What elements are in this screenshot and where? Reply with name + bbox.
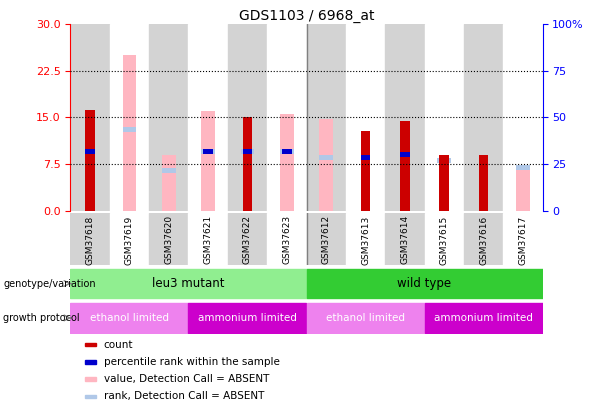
Bar (189, 213, 228, 265)
Bar (85, 395, 96, 398)
Text: GSM37619: GSM37619 (125, 215, 134, 264)
Bar (85, 343, 96, 347)
Bar (85, 110, 95, 211)
Bar (201, 111, 215, 211)
Text: ammonium limited: ammonium limited (434, 313, 533, 323)
Text: GSM37617: GSM37617 (519, 215, 527, 264)
Bar (346, 213, 385, 265)
Bar (162, 168, 176, 173)
Bar (110, 24, 149, 211)
Bar (70, 213, 110, 265)
Bar (123, 128, 136, 132)
Bar (385, 213, 424, 265)
Bar (437, 158, 451, 163)
Bar (516, 167, 530, 211)
Text: rank, Detection Call = ABSENT: rank, Detection Call = ABSENT (104, 391, 264, 401)
Bar (400, 152, 409, 157)
Text: GSM37620: GSM37620 (164, 215, 173, 264)
Bar (204, 149, 213, 154)
Bar (241, 149, 254, 154)
Bar (516, 165, 530, 170)
Text: GSM37612: GSM37612 (322, 215, 330, 264)
Bar (360, 131, 370, 211)
Bar (189, 303, 306, 333)
Bar (280, 149, 294, 154)
Text: percentile rank within the sample: percentile rank within the sample (104, 357, 280, 367)
Bar (346, 24, 385, 211)
Bar (503, 24, 543, 211)
Bar (243, 117, 253, 211)
Bar (282, 149, 292, 154)
Bar (70, 269, 306, 298)
Bar (360, 156, 370, 160)
Text: growth protocol: growth protocol (3, 313, 80, 323)
Bar (319, 156, 333, 160)
Text: GSM37615: GSM37615 (440, 215, 449, 264)
Bar (319, 119, 333, 211)
Bar (464, 213, 503, 265)
Text: value, Detection Call = ABSENT: value, Detection Call = ABSENT (104, 374, 269, 384)
Text: GSM37614: GSM37614 (400, 215, 409, 264)
Bar (123, 55, 136, 211)
Text: count: count (104, 340, 133, 350)
Bar (228, 24, 267, 211)
Text: ethanol limited: ethanol limited (326, 313, 405, 323)
Bar (267, 24, 306, 211)
Bar (267, 213, 306, 265)
Bar (503, 213, 543, 265)
Text: leu3 mutant: leu3 mutant (152, 277, 225, 290)
Text: wild type: wild type (397, 277, 452, 290)
Bar (162, 155, 176, 211)
Bar (424, 213, 464, 265)
Text: GSM37616: GSM37616 (479, 215, 488, 264)
Text: GSM37613: GSM37613 (361, 215, 370, 264)
Bar (464, 24, 503, 211)
Bar (70, 303, 189, 333)
Text: GSM37622: GSM37622 (243, 215, 252, 264)
Text: ethanol limited: ethanol limited (90, 313, 169, 323)
Bar (70, 24, 110, 211)
Bar (85, 377, 96, 381)
Bar (149, 213, 189, 265)
Bar (280, 114, 294, 211)
Text: GSM37621: GSM37621 (204, 215, 213, 264)
Bar (306, 213, 346, 265)
Bar (189, 24, 228, 211)
Bar (440, 155, 449, 211)
Bar (385, 24, 424, 211)
Bar (400, 121, 409, 211)
Bar (110, 213, 149, 265)
Bar (85, 360, 96, 364)
Text: genotype/variation: genotype/variation (3, 279, 96, 288)
Text: ammonium limited: ammonium limited (198, 313, 297, 323)
Bar (201, 149, 215, 154)
Bar (424, 303, 543, 333)
Bar (306, 303, 424, 333)
Bar (243, 149, 253, 154)
Text: GSM37618: GSM37618 (86, 215, 94, 264)
Bar (228, 213, 267, 265)
Bar (306, 269, 543, 298)
Bar (479, 155, 489, 211)
Title: GDS1103 / 6968_at: GDS1103 / 6968_at (238, 9, 375, 23)
Bar (149, 24, 189, 211)
Text: GSM37623: GSM37623 (283, 215, 291, 264)
Bar (85, 149, 95, 154)
Bar (424, 24, 464, 211)
Bar (306, 24, 346, 211)
